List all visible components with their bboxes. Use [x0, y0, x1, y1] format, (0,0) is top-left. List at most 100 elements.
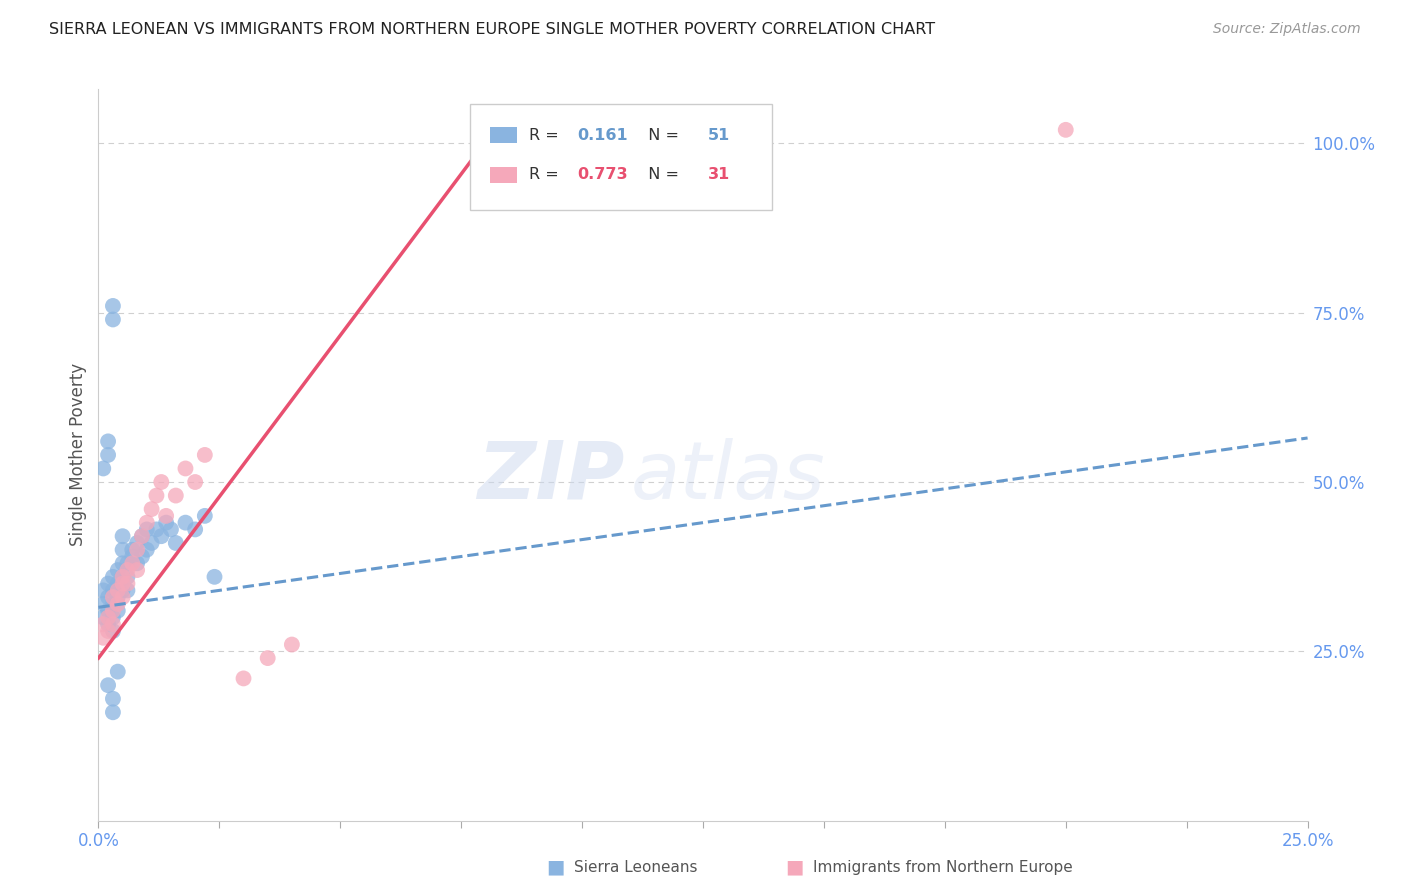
- Point: [150, 529, 173, 543]
- Point: [111, 590, 134, 604]
- Text: ■: ■: [785, 857, 804, 877]
- Point: [107, 665, 129, 679]
- Point: [101, 590, 124, 604]
- Point: [127, 536, 149, 550]
- Point: [165, 536, 187, 550]
- Point: [121, 542, 143, 557]
- Text: SIERRA LEONEAN VS IMMIGRANTS FROM NORTHERN EUROPE SINGLE MOTHER POVERTY CORRELAT: SIERRA LEONEAN VS IMMIGRANTS FROM NORTHE…: [49, 22, 935, 37]
- Point: [107, 563, 129, 577]
- Point: [107, 583, 129, 598]
- Text: 51: 51: [707, 128, 730, 143]
- Point: [91, 631, 114, 645]
- Point: [117, 576, 139, 591]
- Point: [174, 461, 197, 475]
- Point: [97, 448, 120, 462]
- Point: [101, 312, 124, 326]
- Point: [107, 590, 129, 604]
- Point: [91, 597, 114, 611]
- Point: [121, 549, 143, 564]
- Point: [131, 529, 153, 543]
- Point: [91, 610, 114, 624]
- FancyBboxPatch shape: [491, 167, 517, 183]
- Text: 0.161: 0.161: [578, 128, 628, 143]
- Point: [135, 516, 157, 530]
- Point: [101, 617, 124, 632]
- Text: Source: ZipAtlas.com: Source: ZipAtlas.com: [1213, 22, 1361, 37]
- Text: atlas: atlas: [630, 438, 825, 516]
- Point: [101, 604, 124, 618]
- Point: [194, 508, 217, 523]
- Point: [101, 706, 124, 720]
- Point: [150, 475, 173, 489]
- Point: [111, 570, 134, 584]
- Text: N =: N =: [638, 168, 683, 182]
- Point: [117, 570, 139, 584]
- Point: [127, 556, 149, 570]
- Point: [141, 536, 163, 550]
- Point: [101, 570, 124, 584]
- Point: [107, 597, 129, 611]
- Y-axis label: Single Mother Poverty: Single Mother Poverty: [69, 363, 87, 547]
- Point: [117, 563, 139, 577]
- Text: R =: R =: [529, 168, 564, 182]
- Point: [101, 597, 124, 611]
- Point: [101, 610, 124, 624]
- Text: 31: 31: [707, 168, 730, 182]
- Point: [111, 529, 134, 543]
- Point: [281, 638, 304, 652]
- Point: [97, 576, 120, 591]
- Point: [111, 583, 134, 598]
- Point: [111, 576, 134, 591]
- Point: [101, 624, 124, 638]
- Point: [107, 576, 129, 591]
- Point: [91, 583, 114, 598]
- Text: N =: N =: [638, 128, 683, 143]
- Point: [97, 624, 120, 638]
- Point: [135, 542, 157, 557]
- Point: [111, 556, 134, 570]
- Point: [101, 299, 124, 313]
- Point: [127, 563, 149, 577]
- Point: [117, 556, 139, 570]
- Text: R =: R =: [529, 128, 564, 143]
- Point: [101, 583, 124, 598]
- Point: [111, 570, 134, 584]
- Point: [155, 508, 177, 523]
- FancyBboxPatch shape: [491, 128, 517, 144]
- Point: [107, 604, 129, 618]
- Text: ZIP: ZIP: [477, 438, 624, 516]
- Text: ■: ■: [546, 857, 565, 877]
- Point: [97, 610, 120, 624]
- Point: [194, 448, 217, 462]
- Point: [97, 590, 120, 604]
- Point: [165, 489, 187, 503]
- Point: [204, 570, 226, 584]
- Text: Sierra Leoneans: Sierra Leoneans: [574, 860, 697, 874]
- Point: [97, 434, 120, 449]
- Point: [184, 523, 207, 537]
- Point: [117, 583, 139, 598]
- Point: [1054, 123, 1077, 137]
- Text: Immigrants from Northern Europe: Immigrants from Northern Europe: [813, 860, 1073, 874]
- Point: [131, 529, 153, 543]
- Point: [111, 542, 134, 557]
- Point: [174, 516, 197, 530]
- Point: [97, 617, 120, 632]
- Point: [232, 672, 254, 686]
- Point: [127, 542, 149, 557]
- Point: [145, 523, 167, 537]
- Point: [184, 475, 207, 489]
- Point: [155, 516, 177, 530]
- Point: [141, 502, 163, 516]
- Point: [97, 678, 120, 692]
- FancyBboxPatch shape: [470, 103, 772, 210]
- Point: [145, 489, 167, 503]
- Point: [97, 604, 120, 618]
- Point: [131, 549, 153, 564]
- Point: [101, 691, 124, 706]
- Point: [135, 523, 157, 537]
- Point: [121, 556, 143, 570]
- Point: [91, 617, 114, 632]
- Point: [256, 651, 278, 665]
- Text: 0.773: 0.773: [578, 168, 628, 182]
